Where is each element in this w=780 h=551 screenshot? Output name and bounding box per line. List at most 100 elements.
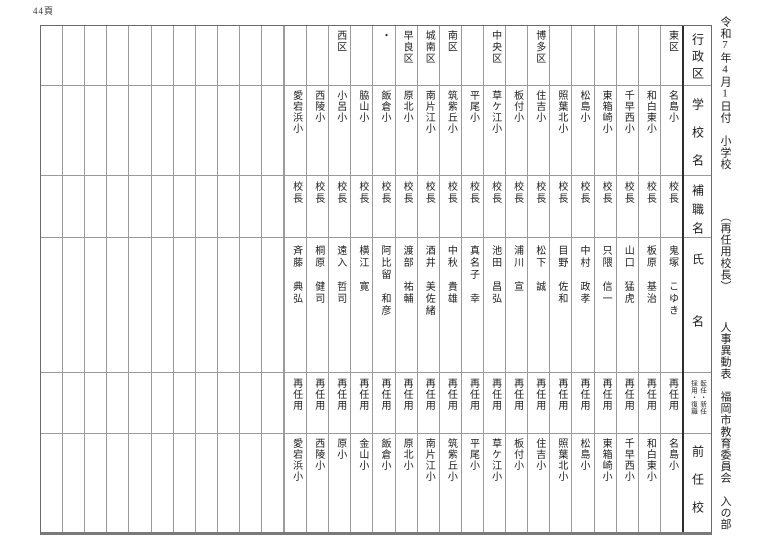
district-cell: 南区 <box>439 26 461 86</box>
empty-columns-section <box>41 26 285 532</box>
empty-column <box>262 26 285 532</box>
previous-school-cell: 千早西小 <box>617 434 638 532</box>
person-name-cell: 遠入 哲司 <box>329 238 351 373</box>
appointment-type-text: 再任用 <box>644 378 656 411</box>
table-column: 西陵小 校長 桐原 健司 再任用 西陵小 <box>306 26 329 532</box>
appointment-type-cell: 再任用 <box>660 373 682 434</box>
empty-cell <box>41 86 63 176</box>
previous-school-cell: 松島小 <box>572 434 593 532</box>
appointment-type-cell: 再任用 <box>550 373 572 434</box>
position-text: 校長 <box>511 181 523 205</box>
person-name-cell: 鬼塚 こゆき <box>660 238 682 373</box>
person-name-text: 斉藤 典弘 <box>290 245 302 305</box>
empty-cell <box>41 26 63 86</box>
empty-column <box>195 26 218 532</box>
school-name-text: 原北小 <box>401 90 413 123</box>
position-text: 校長 <box>666 181 678 205</box>
empty-cell <box>217 26 239 86</box>
previous-school-cell: 和白東小 <box>639 434 660 532</box>
table-column: 城南区 南片江小 校長 酒井 美佐緒 再任用 南片江小 <box>416 26 439 532</box>
empty-cell <box>63 86 85 176</box>
position-cell: 校長 <box>506 176 528 238</box>
appointment-type-cell: 再任用 <box>572 373 594 434</box>
appointment-type-cell: 再任用 <box>417 373 439 434</box>
previous-school-cell: 板付小 <box>506 434 527 532</box>
appointment-type-cell: 再任用 <box>285 373 307 434</box>
table-column: 博多区 住吉小 校長 松下 誠 再任用 住吉小 <box>527 26 550 532</box>
previous-school-text: 照葉北小 <box>555 438 567 482</box>
empty-cell <box>63 373 85 434</box>
empty-cell <box>41 238 63 373</box>
position-cell: 校長 <box>461 176 484 238</box>
table-column: 東箱崎小 校長 只隈 信一 再任用 東箱崎小 <box>593 26 616 532</box>
empty-column <box>217 26 240 532</box>
position-cell: 校長 <box>616 176 638 238</box>
position-text: 校長 <box>290 181 302 205</box>
position-cell: 校長 <box>572 176 594 238</box>
empty-cell <box>63 434 84 532</box>
position-cell: 校長 <box>351 176 373 238</box>
empty-cell <box>85 238 107 373</box>
appointment-type-text: 再任用 <box>555 378 567 411</box>
person-name-text: 横江 寛 <box>356 245 368 293</box>
person-name-text: 只隈 信一 <box>600 245 612 305</box>
appointment-type-text: 再任用 <box>290 378 302 411</box>
position-text: 校長 <box>467 181 479 205</box>
school-name-text: 草ケ江小 <box>489 90 501 134</box>
page-number: 44頁 <box>33 6 55 16</box>
school-name-cell: 西陵小 <box>307 86 329 176</box>
empty-cell <box>239 26 262 86</box>
district-cell: 早良区 <box>395 26 417 86</box>
empty-cell <box>41 434 62 532</box>
empty-cell <box>195 26 217 86</box>
data-columns-section: 東区 名島小 校長 鬼塚 こゆき 再任用 名島小 和白東小 校長 板原 基治 再… <box>284 26 682 532</box>
header-school-label: 学校名 <box>690 98 705 176</box>
appointment-type-text: 再任用 <box>467 378 479 411</box>
empty-column <box>63 26 86 532</box>
empty-cell <box>217 176 239 238</box>
empty-cell <box>129 86 151 176</box>
empty-cell <box>239 238 262 373</box>
person-name-cell: 渡部 祐輔 <box>395 238 417 373</box>
person-name-text: 鬼塚 こゆき <box>666 245 678 317</box>
empty-cell <box>107 373 129 434</box>
empty-cell <box>41 176 63 238</box>
school-name-cell: 飯倉小 <box>373 86 395 176</box>
district-text: 中央区 <box>489 30 501 65</box>
district-cell <box>550 26 572 86</box>
person-name-text: 阿比留 和彦 <box>379 245 391 317</box>
school-name-text: 飯倉小 <box>379 90 391 123</box>
school-name-text: 和白東小 <box>644 90 656 134</box>
appointment-type-text: 再任用 <box>312 378 324 411</box>
empty-cell <box>262 434 283 532</box>
position-cell: 校長 <box>638 176 660 238</box>
header-appointment-left-label: 転任・新任 <box>698 380 706 415</box>
empty-cell <box>129 238 151 373</box>
position-text: 校長 <box>423 181 435 205</box>
person-name-text: 中村 政孝 <box>578 245 589 305</box>
empty-cell <box>262 26 284 86</box>
empty-cell <box>85 373 107 434</box>
person-name-cell: 真名子 幸 <box>461 238 484 373</box>
person-name-text: 板原 基治 <box>644 245 656 305</box>
school-name-text: 松島小 <box>578 90 589 123</box>
school-name-cell: 脇山小 <box>351 86 373 176</box>
position-cell: 校長 <box>417 176 439 238</box>
school-name-text: 千早西小 <box>622 90 634 134</box>
position-text: 校長 <box>445 181 457 205</box>
empty-cell <box>41 373 63 434</box>
school-name-cell: 千早西小 <box>616 86 638 176</box>
previous-school-text: 南片江小 <box>423 438 435 482</box>
previous-school-cell: 西陵小 <box>307 434 328 532</box>
person-name-cell: 中村 政孝 <box>572 238 594 373</box>
header-person-name: 氏名 <box>684 238 711 373</box>
appointment-type-text: 再任用 <box>600 378 612 411</box>
appointment-type-cell: 再任用 <box>594 373 616 434</box>
person-name-cell: 板原 基治 <box>638 238 660 373</box>
empty-cell <box>129 434 150 532</box>
appointment-type-cell: 再任用 <box>307 373 329 434</box>
school-name-cell: 原北小 <box>395 86 417 176</box>
previous-school-cell: 東箱崎小 <box>595 434 616 532</box>
district-cell <box>616 26 638 86</box>
